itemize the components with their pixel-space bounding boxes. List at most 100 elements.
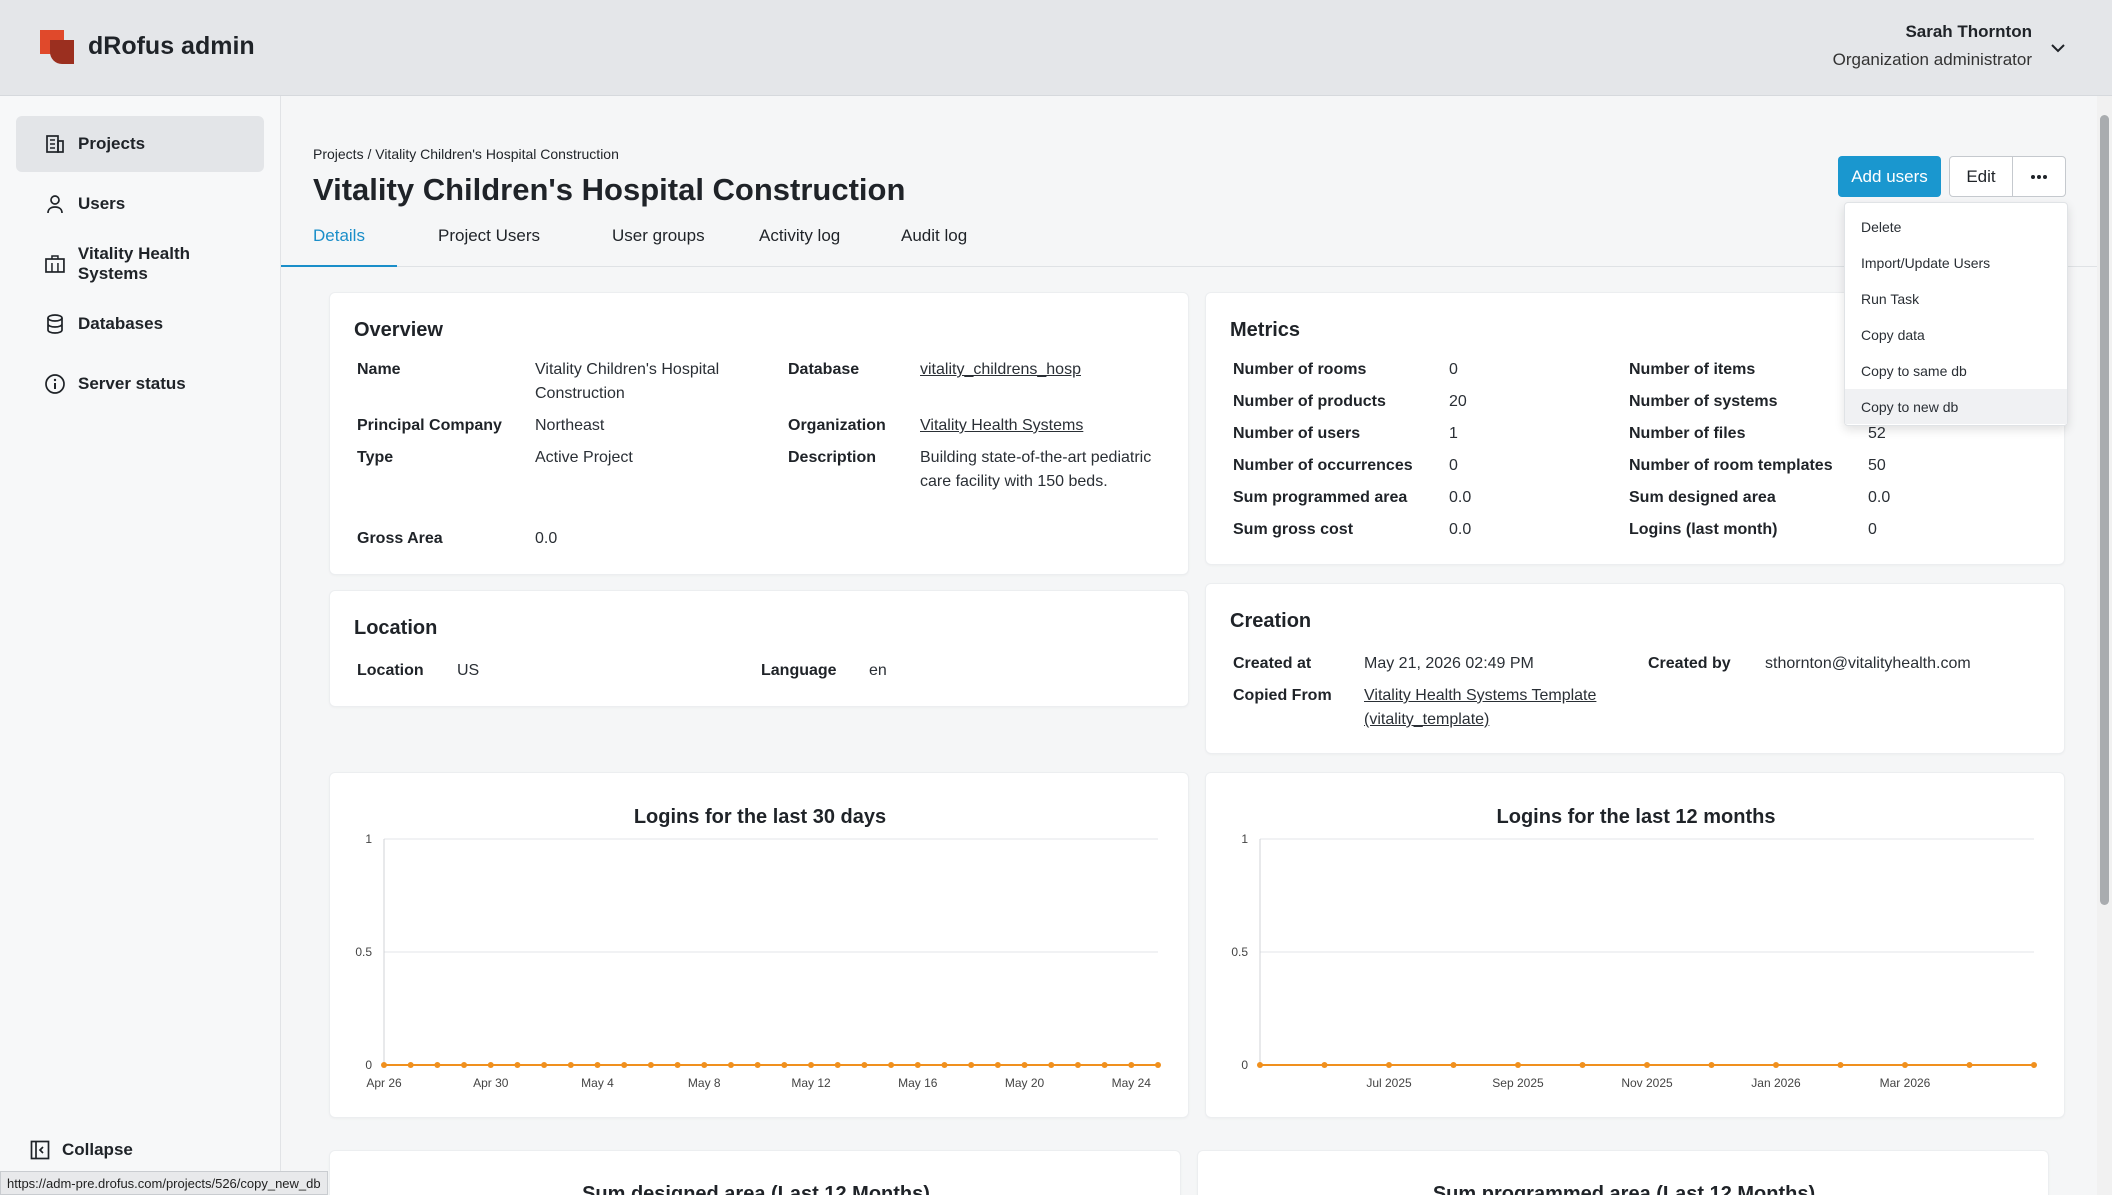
data-point[interactable] [647, 1062, 654, 1068]
user-menu[interactable]: Sarah Thornton Organization administrato… [1833, 22, 2032, 70]
chevron-down-icon[interactable] [2048, 38, 2068, 58]
x-tick-label: May 12 [791, 1076, 831, 1090]
tab-activity-log[interactable]: Activity log [759, 226, 841, 245]
more-actions-button[interactable] [2012, 156, 2066, 197]
sidebar-item-databases[interactable]: Databases [16, 296, 264, 352]
data-point[interactable] [1257, 1062, 1263, 1068]
data-point[interactable] [2031, 1062, 2037, 1068]
metric-label: Number of occurrences [1233, 457, 1413, 474]
menu-item-copy-data[interactable]: Copy data [1861, 326, 1925, 343]
sidebar-item-label: Projects [78, 134, 146, 153]
data-point[interactable] [1966, 1062, 1973, 1068]
data-point[interactable] [621, 1062, 628, 1068]
metric-label: Number of users [1233, 425, 1361, 442]
data-point[interactable] [1074, 1062, 1081, 1068]
data-point[interactable] [434, 1062, 441, 1068]
data-point[interactable] [781, 1062, 788, 1068]
designed-area-title: Sum designed area (Last 12 Months) [582, 1183, 930, 1195]
metric-value: 0.0 [1449, 521, 1472, 538]
data-point[interactable] [727, 1062, 734, 1068]
data-point[interactable] [1773, 1062, 1779, 1068]
database-link[interactable]: vitality_childrens_hosp [920, 361, 1081, 378]
tab-audit-log[interactable]: Audit log [901, 226, 968, 245]
y-tick-label: 0 [1241, 1058, 1248, 1072]
x-tick-label: Sep 2025 [1492, 1076, 1544, 1090]
data-point[interactable] [1902, 1062, 1908, 1068]
tab-project-users[interactable]: Project Users [438, 226, 541, 245]
data-point[interactable] [834, 1062, 841, 1068]
chart-title: Logins for the last 12 months [1497, 806, 1776, 828]
data-point[interactable] [1450, 1062, 1457, 1068]
breadcrumb[interactable]: Projects / Vitality Children's Hospital … [313, 146, 619, 162]
metric-value: 0 [1868, 521, 1877, 538]
metrics-title: Metrics [1230, 319, 1301, 341]
copied-from-link[interactable]: Vitality Health Systems Template (vitali… [1364, 687, 1597, 728]
scrollbar-thumb[interactable] [2100, 115, 2109, 905]
data-point[interactable] [381, 1062, 387, 1068]
sidebar-item-label: Users [78, 194, 126, 213]
data-point[interactable] [1644, 1062, 1650, 1068]
x-tick-label: May 4 [581, 1076, 614, 1090]
data-point[interactable] [1021, 1062, 1028, 1068]
data-point[interactable] [1515, 1062, 1521, 1068]
data-point[interactable] [968, 1062, 975, 1068]
data-point[interactable] [1048, 1062, 1055, 1068]
created-at-label: Created at [1233, 655, 1312, 672]
data-point[interactable] [1321, 1062, 1328, 1068]
data-point[interactable] [487, 1062, 494, 1068]
menu-item-import-update-users[interactable]: Import/Update Users [1861, 254, 1991, 271]
data-point[interactable] [1101, 1062, 1108, 1068]
data-point[interactable] [994, 1062, 1001, 1068]
data-point[interactable] [514, 1062, 521, 1068]
data-point[interactable] [861, 1062, 868, 1068]
edit-button[interactable]: Edit [1949, 156, 2013, 197]
gross-area-label: Gross Area [357, 530, 443, 547]
menu-item-copy-to-new-db[interactable]: Copy to new db [1845, 389, 2067, 424]
add-users-button[interactable]: Add users [1838, 156, 1941, 197]
collapse-button[interactable]: Collapse [30, 1140, 133, 1160]
sidebar-item-server-status[interactable]: Server status [16, 356, 264, 412]
data-point[interactable] [461, 1062, 468, 1068]
metric-label: Number of files [1629, 425, 1746, 442]
data-point[interactable] [888, 1062, 895, 1068]
menu-item-delete[interactable]: Delete [1861, 218, 1902, 235]
metric-label: Number of items [1629, 361, 1756, 378]
data-point[interactable] [754, 1062, 761, 1068]
data-point[interactable] [1579, 1062, 1586, 1068]
sidebar-item-organization[interactable]: Vitality Health Systems [16, 236, 264, 292]
type-label: Type [357, 449, 394, 466]
more-actions-menu: Delete Import/Update Users Run Task Copy… [1844, 202, 2068, 426]
data-point[interactable] [674, 1062, 681, 1068]
data-point[interactable] [1155, 1062, 1161, 1068]
data-point[interactable] [407, 1062, 414, 1068]
tab-user-groups[interactable]: User groups [612, 226, 705, 245]
chart-card-12-months: Logins for the last 12 months 0 0.5 1 Jul 20… [1205, 772, 2065, 1118]
data-point[interactable] [594, 1062, 601, 1068]
data-point[interactable] [808, 1062, 815, 1068]
sidebar-item-label: Databases [78, 314, 164, 333]
description-label: Description [788, 449, 877, 466]
data-point[interactable] [701, 1062, 708, 1068]
data-point[interactable] [1386, 1062, 1392, 1068]
data-point[interactable] [1128, 1062, 1135, 1068]
organization-link[interactable]: Vitality Health Systems [920, 417, 1084, 434]
chart-title: Logins for the last 30 days [634, 806, 886, 828]
x-tick-label: Apr 26 [366, 1076, 402, 1090]
data-point[interactable] [914, 1062, 921, 1068]
sidebar-item-projects[interactable]: Projects [16, 116, 264, 172]
data-point[interactable] [941, 1062, 948, 1068]
data-point[interactable] [567, 1062, 574, 1068]
data-point[interactable] [1708, 1062, 1715, 1068]
menu-item-copy-to-same-db[interactable]: Copy to same db [1861, 362, 1967, 379]
tab-details[interactable]: Details [281, 226, 397, 267]
metric-value: 1 [1449, 425, 1458, 442]
programmed-area-title: Sum programmed area (Last 12 Months) [1432, 1183, 1816, 1195]
principal-value: Northeast [535, 417, 605, 434]
data-point[interactable] [1837, 1062, 1844, 1068]
menu-item-run-task[interactable]: Run Task [1861, 290, 1920, 307]
data-point[interactable] [541, 1062, 548, 1068]
name-value: Vitality Children's Hospital Constructio… [535, 361, 720, 402]
metric-value: 0 [1449, 361, 1458, 378]
sidebar-item-users[interactable]: Users [16, 176, 264, 232]
location-value: US [457, 662, 480, 679]
